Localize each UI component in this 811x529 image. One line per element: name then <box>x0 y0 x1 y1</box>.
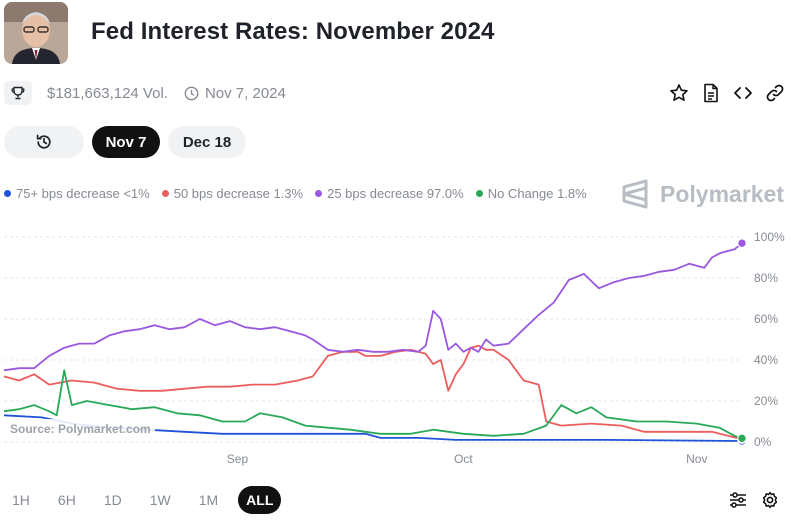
brand-name: Polymarket <box>660 180 785 207</box>
legend-item: 25 bps decrease 97.0% <box>315 186 464 201</box>
legend-item: 50 bps decrease 1.3% <box>161 186 304 201</box>
legend-item: 75+ bps decrease <1% <box>4 186 150 201</box>
page-title: Fed Interest Rates: November 2024 <box>91 18 495 45</box>
series-line <box>3 242 743 372</box>
link-icon[interactable] <box>764 82 786 104</box>
brand-logo: Polymarket <box>620 178 784 210</box>
tab-dec-18[interactable]: Dec 18 <box>168 126 246 158</box>
legend-item: No Change 1.8% <box>475 186 587 201</box>
legend-swatch <box>4 190 11 197</box>
history-button[interactable] <box>4 126 84 158</box>
y-tick-label: 80% <box>754 271 778 285</box>
range-1h[interactable]: 1H <box>12 492 30 508</box>
series-end-point <box>737 238 747 248</box>
legend-label: No Change 1.8% <box>487 186 587 201</box>
range-1w[interactable]: 1W <box>149 492 171 508</box>
source-label: Source: Polymarket.com <box>6 419 155 439</box>
legend-label: 25 bps decrease 97.0% <box>327 186 464 201</box>
history-icon <box>36 134 51 149</box>
trophy-icon[interactable] <box>4 81 32 105</box>
price-history-chart[interactable]: 0% 20% 40% 60% 80% 100% Sep Oct Nov <box>0 225 811 475</box>
series-end-point <box>737 433 747 444</box>
end-date-text: Nov 7, 2024 <box>204 84 286 102</box>
range-1m[interactable]: 1M <box>198 492 219 508</box>
star-icon[interactable] <box>668 82 690 104</box>
range-all[interactable]: ALL <box>238 486 282 514</box>
y-tick-label: 0% <box>754 435 772 449</box>
legend-label: 75+ bps decrease <1% <box>16 186 150 201</box>
range-6h[interactable]: 6H <box>57 492 76 508</box>
volume-text: $181,663,124 Vol. <box>47 84 168 102</box>
tab-nov-7[interactable]: Nov 7 <box>92 126 160 158</box>
chart-tools <box>728 490 780 510</box>
y-tick-label: 100% <box>754 230 785 244</box>
x-tick-label: Oct <box>454 452 473 466</box>
series-line <box>3 344 743 441</box>
y-tick-label: 60% <box>754 312 778 326</box>
market-meta: $181,663,124 Vol. Nov 7, 2024 <box>4 81 286 105</box>
embed-code-icon[interactable] <box>732 82 754 104</box>
date-tabs: Nov 7 Dec 18 <box>4 126 246 158</box>
legend-swatch <box>475 190 483 197</box>
legend-swatch <box>315 190 323 197</box>
action-bar <box>668 82 786 104</box>
series-line <box>3 369 743 440</box>
x-tick-label: Sep <box>227 452 249 466</box>
legend-label: 50 bps decrease 1.3% <box>173 186 304 201</box>
polymarket-logo-icon <box>622 179 648 209</box>
avatar <box>4 2 68 64</box>
y-tick-label: 20% <box>754 394 778 408</box>
x-tick-label: Nov <box>686 452 707 466</box>
y-tick-label: 40% <box>754 353 778 367</box>
range-selector: 1H 6H 1D 1W 1M ALL <box>4 486 293 514</box>
clock-icon <box>184 86 199 101</box>
portrait-avatar-image <box>4 2 68 64</box>
document-icon[interactable] <box>700 82 722 104</box>
settings-gear-icon[interactable] <box>760 490 780 510</box>
range-1d[interactable]: 1D <box>103 492 122 508</box>
chart-legend: 75+ bps decrease <1% 50 bps decrease 1.3… <box>4 186 587 201</box>
sliders-icon[interactable] <box>728 490 748 510</box>
legend-swatch <box>161 190 169 197</box>
